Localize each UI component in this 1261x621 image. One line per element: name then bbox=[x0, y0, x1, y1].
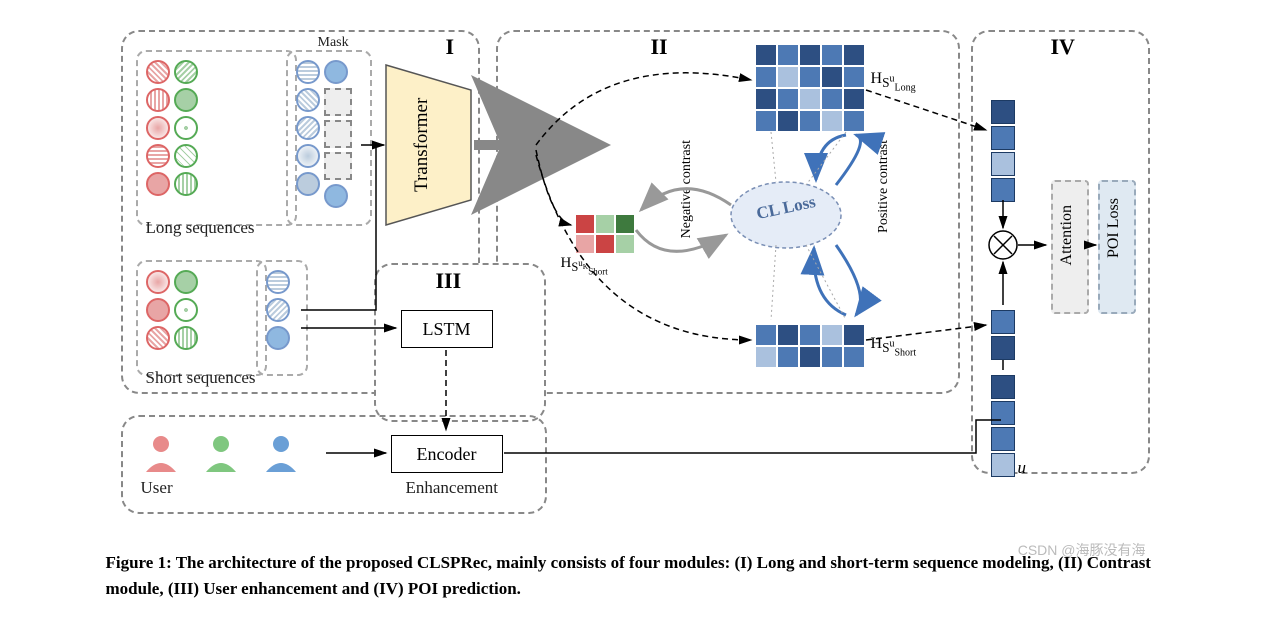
positive-contrast-label: Positive contrast bbox=[876, 140, 892, 233]
user-icons bbox=[141, 432, 301, 472]
transformer-label: Transformer bbox=[411, 90, 433, 200]
lstm-label: LSTM bbox=[422, 319, 470, 340]
u-var-label: u bbox=[1018, 458, 1027, 478]
lstm-box: LSTM bbox=[401, 310, 493, 348]
short-sequences-label: Short sequences bbox=[146, 368, 256, 388]
user-icon bbox=[261, 432, 301, 472]
mask-label: Mask bbox=[318, 35, 349, 51]
negative-contrast-label: Negative contrast bbox=[679, 140, 695, 238]
vec-user bbox=[991, 375, 1015, 477]
encoder-box: Encoder bbox=[391, 435, 503, 473]
long-sequences-label: Long sequences bbox=[146, 218, 255, 238]
user-icon bbox=[201, 432, 241, 472]
module-iii-label: III bbox=[436, 268, 462, 294]
module-ii-label: II bbox=[651, 34, 668, 60]
encoder-label: Encoder bbox=[417, 444, 477, 465]
short-sequences-col3 bbox=[256, 260, 308, 376]
matrix-shortk bbox=[576, 215, 634, 253]
module-iv-label: IV bbox=[1051, 34, 1075, 60]
module-i-label: I bbox=[446, 34, 455, 60]
long-sequences-mask-col bbox=[286, 50, 372, 226]
long-sequences bbox=[136, 50, 297, 226]
vec-long bbox=[991, 100, 1015, 202]
poi-loss-label: POI Loss bbox=[1105, 198, 1123, 258]
watermark: CSDN @海豚没有海 bbox=[1018, 540, 1146, 560]
short-sequences bbox=[136, 260, 267, 376]
h-long-label: HSuLong bbox=[871, 70, 916, 94]
architecture-diagram: I II IV III bbox=[106, 20, 1156, 530]
figure-caption: Figure 1: The architecture of the propos… bbox=[106, 550, 1156, 601]
matrix-long bbox=[756, 45, 864, 131]
vec-short bbox=[991, 310, 1015, 360]
h-shortk-label: HSuKShort bbox=[561, 255, 608, 277]
matrix-short bbox=[756, 325, 864, 367]
user-label: User bbox=[141, 478, 173, 498]
enhancement-label: Enhancement bbox=[406, 478, 499, 498]
h-short-label: HSuShort bbox=[871, 335, 917, 359]
attention-label: Attention bbox=[1058, 205, 1076, 265]
user-icon bbox=[141, 432, 181, 472]
